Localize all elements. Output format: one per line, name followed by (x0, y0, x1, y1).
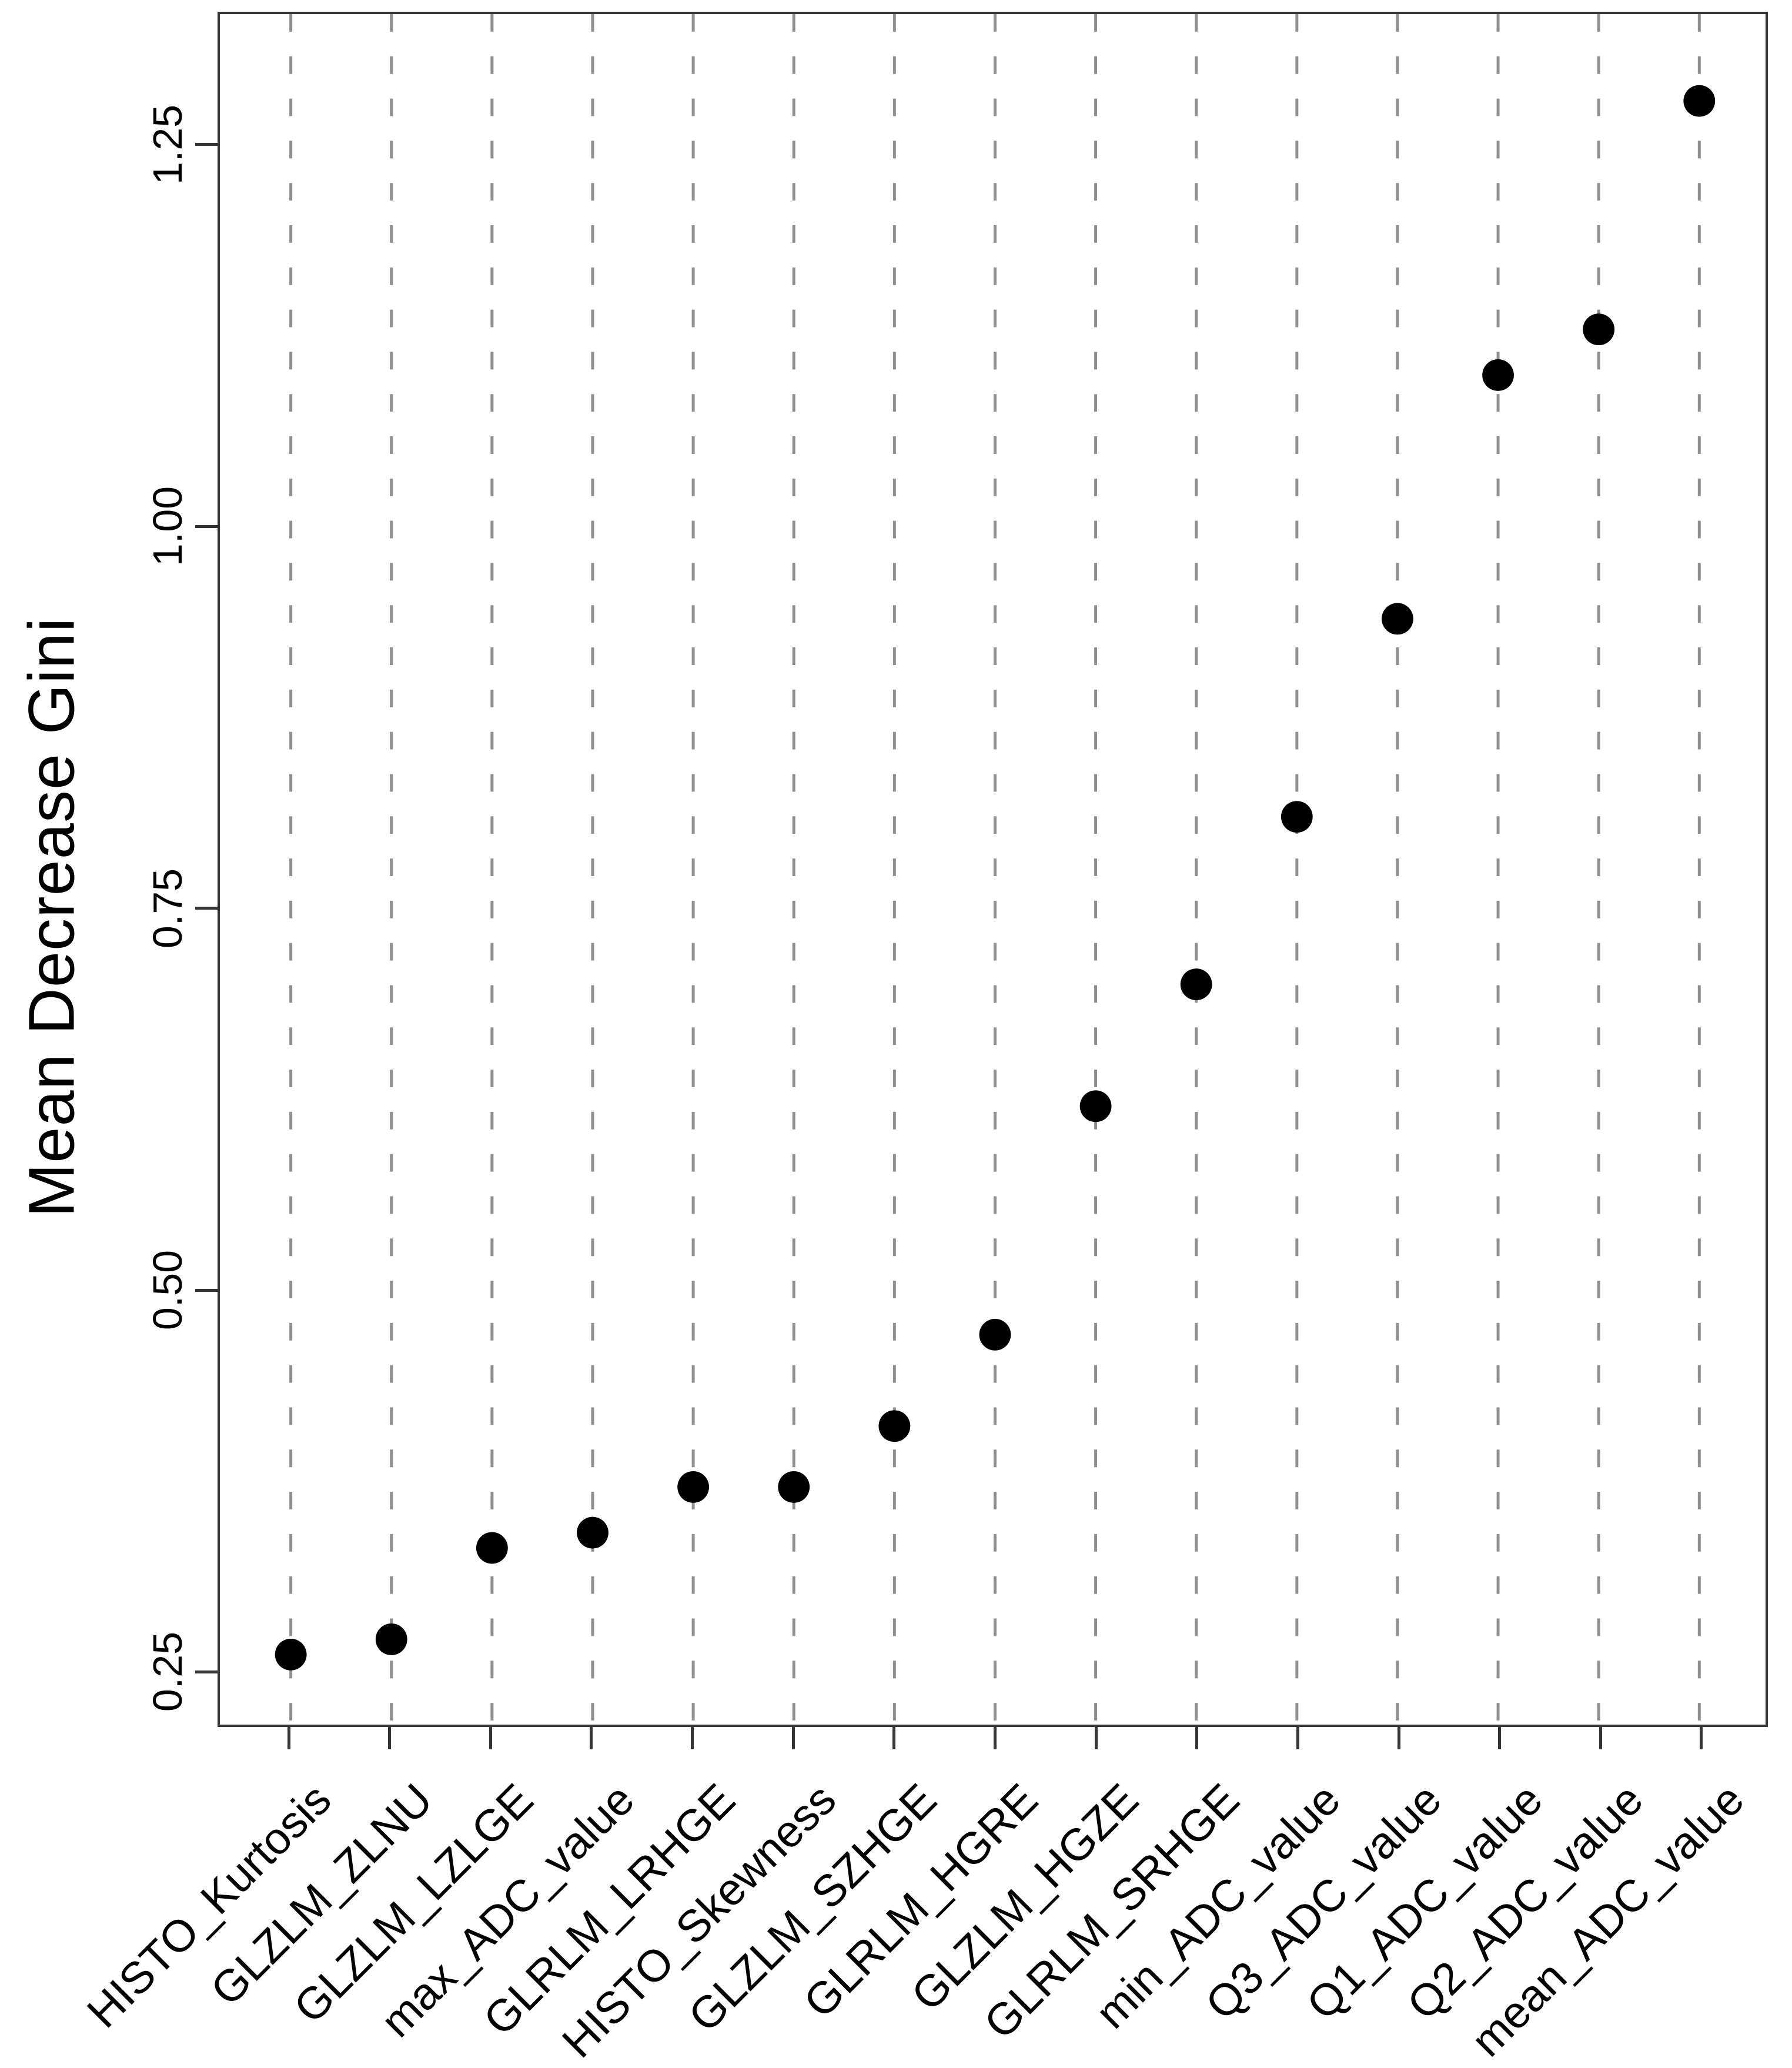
data-point-Q2_ADC_value (1583, 313, 1615, 346)
x-axis-tick (388, 1727, 392, 1749)
x-axis-tick (892, 1727, 896, 1749)
data-point-min_ADC_value (1281, 801, 1313, 833)
x-axis-tick (1599, 1727, 1602, 1749)
x-axis-tick (1498, 1727, 1502, 1749)
y-tick-label: 1.00 (145, 486, 190, 567)
y-axis-tick (195, 524, 218, 528)
data-point-GLRLM_SRHGE (1180, 968, 1212, 1000)
x-axis-tick (791, 1727, 795, 1749)
data-point-GLZLM_ZLNU (375, 1623, 407, 1655)
y-axis-tick (195, 143, 218, 146)
y-tick-label: 0.25 (145, 1632, 190, 1712)
data-point-HISTO_Kurtosis (275, 1638, 307, 1671)
data-point-GLRLM_HGRE (979, 1318, 1011, 1351)
data-point-GLZLM_LZLGE (476, 1532, 508, 1564)
x-axis-tick (1094, 1727, 1098, 1749)
y-tick-label: 1.25 (145, 104, 190, 185)
x-axis-tick (1296, 1727, 1299, 1749)
x-axis-tick (993, 1727, 997, 1749)
x-axis-tick (590, 1727, 593, 1749)
y-tick-label: 0.75 (145, 868, 190, 948)
y-tick-label: 0.50 (145, 1250, 190, 1331)
y-axis-tick (195, 1288, 218, 1292)
data-point-Q3_ADC_value (1382, 603, 1413, 635)
data-point-GLZLM_HGZE (1079, 1090, 1112, 1122)
data-point-max_ADC_value (577, 1516, 609, 1549)
y-axis-title: Mean Decrease Gini (15, 617, 88, 1218)
dot-plot-canvas (275, 14, 1716, 1725)
y-axis-tick (195, 1670, 218, 1673)
x-axis-tick (1397, 1727, 1400, 1749)
x-axis-tick (1700, 1727, 1703, 1749)
x-axis-tick (691, 1727, 694, 1749)
x-axis-tick (1195, 1727, 1199, 1749)
data-point-GLZLM_SZHGE (878, 1410, 911, 1442)
data-point-HISTO_Skewness (778, 1471, 810, 1503)
plot-area (218, 12, 1768, 1727)
x-axis-tick (287, 1727, 290, 1749)
data-point-GLRLM_LRHGE (677, 1471, 710, 1503)
y-axis-tick (195, 907, 218, 910)
data-point-Q1_ADC_value (1482, 359, 1514, 391)
x-axis-tick (489, 1727, 492, 1749)
data-point-mean_ADC_value (1683, 85, 1716, 117)
